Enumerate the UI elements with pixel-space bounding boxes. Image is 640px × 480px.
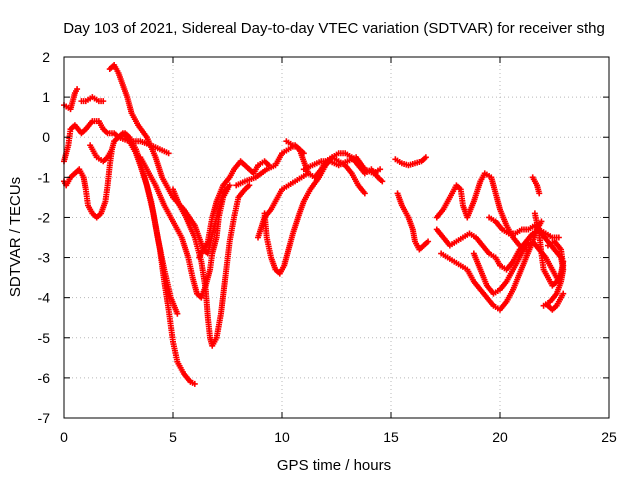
x-tick-label: 20: [492, 429, 508, 445]
series-markers: [122, 130, 181, 317]
series-track-23: [529, 174, 543, 197]
series-markers: [78, 94, 107, 105]
x-tick-label: 10: [274, 429, 290, 445]
series-markers: [529, 174, 543, 197]
grid: [64, 57, 609, 418]
plot-frame: [63, 56, 610, 419]
series-markers: [392, 154, 429, 169]
series-track-5: [106, 62, 233, 257]
x-tick-label: 5: [169, 429, 177, 445]
x-tick-label: 25: [601, 429, 617, 445]
y-axis-label: SDTVAR / TECUs: [7, 177, 24, 297]
series-track-13: [261, 154, 368, 277]
series-markers: [544, 290, 567, 313]
y-tick-label: 1: [42, 89, 50, 105]
chart-title: Day 103 of 2021, Sidereal Day-to-day VTE…: [63, 20, 605, 37]
y-tick-label: -4: [38, 290, 51, 306]
y-tick-label: -5: [38, 330, 51, 346]
series-track-15: [300, 154, 384, 177]
series-track-2: [78, 94, 107, 105]
series-markers: [106, 62, 233, 257]
series-markers: [531, 210, 567, 289]
series-track-8: [137, 154, 231, 301]
series-markers: [394, 190, 432, 253]
series-track-7: [122, 130, 181, 317]
series-markers: [438, 218, 545, 313]
series-track-20: [438, 218, 545, 313]
series-markers: [196, 158, 272, 261]
y-tick-label: 2: [42, 49, 50, 65]
y-tick-label: -2: [38, 209, 51, 225]
series-track-17: [394, 190, 432, 253]
series-track-24: [531, 210, 567, 289]
y-tick-label: -1: [38, 169, 51, 185]
y-tick-label: -6: [38, 370, 51, 386]
y-tick-label: -3: [38, 250, 51, 266]
series-track-10: [196, 158, 272, 261]
series-track-25: [544, 290, 567, 313]
series-track-16: [392, 154, 429, 169]
x-axis-label: GPS time / hours: [277, 457, 391, 474]
series-markers: [61, 130, 198, 387]
y-tick-label: 0: [42, 129, 50, 145]
series-markers: [300, 154, 384, 177]
x-tick-label: 0: [60, 429, 68, 445]
y-tick-label: -7: [38, 410, 51, 426]
series-markers: [261, 154, 368, 277]
series-markers: [137, 154, 231, 301]
series-track-6: [61, 130, 198, 387]
x-tick-label: 15: [383, 429, 399, 445]
